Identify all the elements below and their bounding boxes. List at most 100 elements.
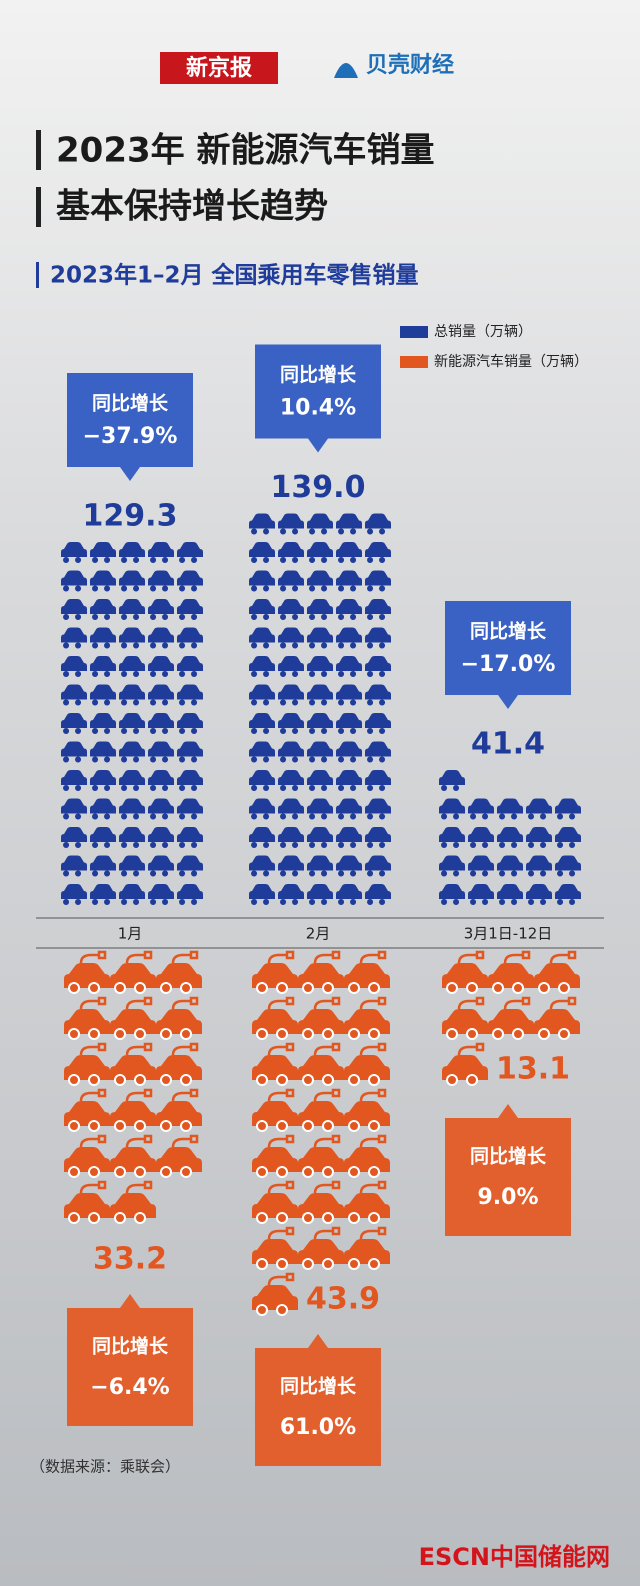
car-icon — [497, 884, 523, 905]
car-icon — [439, 827, 465, 848]
ev-icon — [252, 1009, 298, 1034]
ev-wheel — [322, 1258, 334, 1270]
partner-icon — [334, 63, 358, 78]
ev-wheel — [68, 1028, 80, 1040]
ev-wheel — [134, 982, 146, 994]
ev-wheel — [114, 1028, 126, 1040]
car-icon — [365, 884, 391, 905]
ev-icon — [64, 1147, 110, 1172]
car-icon — [278, 884, 304, 905]
ev-icon — [344, 1239, 390, 1264]
ev-wheel — [134, 1028, 146, 1040]
ev-wheel — [368, 1028, 380, 1040]
car-icon — [526, 855, 552, 877]
car-icon — [555, 798, 581, 820]
ev-plug — [549, 996, 577, 1010]
ev-wheel — [492, 982, 504, 994]
car-icon — [148, 713, 174, 734]
ev-plug — [503, 996, 531, 1010]
car-icon — [90, 855, 116, 877]
ev-plug — [79, 996, 107, 1010]
ev-icon — [64, 1009, 110, 1034]
car-icon — [61, 627, 87, 649]
car-icon — [336, 627, 362, 649]
car-icon — [148, 855, 174, 877]
ev-wheel — [302, 1028, 314, 1040]
car-icon — [365, 855, 391, 877]
car-icon — [278, 627, 304, 649]
ev-icon — [298, 1239, 344, 1264]
car-icon — [365, 770, 391, 791]
icon-stack — [442, 950, 580, 1086]
car-icon — [278, 542, 304, 563]
car-icon — [336, 656, 362, 677]
ev-icon — [298, 1055, 344, 1080]
ev-plug — [171, 1042, 199, 1056]
title: 基本保持增长趋势 — [56, 187, 328, 227]
icon-stack — [249, 513, 391, 905]
car-icon — [148, 599, 174, 620]
car-icon — [307, 798, 333, 820]
car-icon — [249, 570, 275, 592]
car-icon — [249, 855, 275, 877]
car-icon — [177, 741, 203, 763]
callout-box — [445, 1118, 571, 1236]
car-icon — [249, 884, 275, 905]
car-icon — [307, 627, 333, 649]
ev-plug — [313, 1134, 341, 1148]
car-icon — [365, 798, 391, 820]
ev-wheel — [348, 982, 360, 994]
ev-icon — [110, 1147, 156, 1172]
ev-wheel — [88, 1212, 100, 1224]
car-icon — [555, 884, 581, 905]
ev-wheel — [348, 1166, 360, 1178]
car-icon — [177, 855, 203, 877]
car-icon — [177, 542, 203, 563]
legend-swatch — [400, 356, 428, 368]
ev-icon — [534, 963, 580, 988]
callout-box — [445, 601, 571, 695]
car-icon — [439, 855, 465, 877]
callout-value: −37.9% — [83, 424, 178, 449]
car-icon — [307, 741, 333, 763]
ev-wheel — [114, 1166, 126, 1178]
callout-value: 10.4% — [280, 395, 356, 420]
ev-icon — [252, 1147, 298, 1172]
ev-wheel — [88, 1166, 100, 1178]
value-label: 13.1 — [496, 1052, 570, 1087]
ev-plug — [503, 950, 531, 964]
ev-wheel — [322, 1028, 334, 1040]
car-icon — [119, 741, 145, 763]
ev-wheel — [180, 1074, 192, 1086]
ev-wheel — [114, 1212, 126, 1224]
car-icon — [148, 827, 174, 848]
ev-icon — [110, 1193, 156, 1218]
callout-pointer — [120, 1294, 140, 1308]
ev-wheel — [160, 1166, 172, 1178]
car-icon — [119, 855, 145, 877]
car-icon — [307, 713, 333, 734]
ev-wheel — [68, 1074, 80, 1086]
ev-icon — [252, 1101, 298, 1126]
ev-wheel — [512, 1028, 524, 1040]
car-icon — [278, 741, 304, 763]
car-icon — [365, 570, 391, 592]
car-icon — [249, 542, 275, 563]
car-icon — [61, 855, 87, 877]
ev-wheel — [114, 1074, 126, 1086]
car-icon — [90, 884, 116, 905]
car-icon — [336, 855, 362, 877]
car-icon — [307, 884, 333, 905]
ev-plug — [125, 950, 153, 964]
car-icon — [249, 627, 275, 649]
ev-plug — [79, 950, 107, 964]
ev-icon — [252, 1285, 298, 1310]
car-icon — [90, 741, 116, 763]
ev-wheel — [160, 1120, 172, 1132]
title-bar — [36, 130, 41, 170]
car-icon — [468, 827, 494, 848]
callout-value: −6.4% — [90, 1375, 169, 1400]
value-label: 43.9 — [306, 1282, 380, 1317]
car-icon — [177, 827, 203, 848]
ev-icon — [344, 1193, 390, 1218]
